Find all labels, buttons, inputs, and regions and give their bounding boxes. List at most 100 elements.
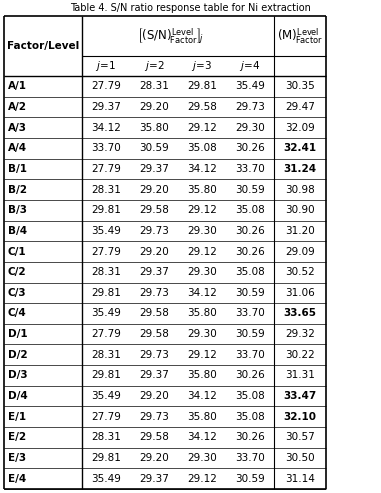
Text: 35.08: 35.08 xyxy=(235,205,265,215)
Text: 30.98: 30.98 xyxy=(285,184,315,195)
Text: B/2: B/2 xyxy=(8,184,27,195)
Text: 33.65: 33.65 xyxy=(283,309,317,318)
Text: 31.20: 31.20 xyxy=(285,226,315,236)
Text: $j\!=\!3$: $j\!=\!3$ xyxy=(191,59,213,73)
Text: 30.90: 30.90 xyxy=(285,205,315,215)
Text: 30.26: 30.26 xyxy=(235,226,265,236)
Text: 29.30: 29.30 xyxy=(187,453,217,463)
Text: C/2: C/2 xyxy=(8,267,27,277)
Text: 33.70: 33.70 xyxy=(235,309,265,318)
Text: 29.73: 29.73 xyxy=(139,412,169,422)
Text: C/3: C/3 xyxy=(8,288,27,298)
Text: 32.41: 32.41 xyxy=(283,143,317,153)
Text: 28.31: 28.31 xyxy=(91,184,121,195)
Text: 31.14: 31.14 xyxy=(285,474,315,484)
Text: 33.70: 33.70 xyxy=(91,143,121,153)
Text: 30.26: 30.26 xyxy=(235,246,265,256)
Text: 30.26: 30.26 xyxy=(235,370,265,381)
Text: 32.10: 32.10 xyxy=(283,412,317,422)
Text: 34.12: 34.12 xyxy=(187,432,217,442)
Text: 28.31: 28.31 xyxy=(91,350,121,360)
Text: B/4: B/4 xyxy=(8,226,27,236)
Text: 29.37: 29.37 xyxy=(139,370,169,381)
Text: $\left(\mathrm{M}\right)_{\!\mathrm{Factor}}^{\mathrm{Level}}$: $\left(\mathrm{M}\right)_{\!\mathrm{Fact… xyxy=(277,26,323,46)
Text: 33.70: 33.70 xyxy=(235,350,265,360)
Text: 29.20: 29.20 xyxy=(139,246,169,256)
Text: 33.47: 33.47 xyxy=(283,391,317,401)
Text: 27.79: 27.79 xyxy=(91,412,121,422)
Text: A/1: A/1 xyxy=(8,81,27,91)
Text: C/4: C/4 xyxy=(8,309,27,318)
Text: 33.70: 33.70 xyxy=(235,164,265,174)
Text: 33.70: 33.70 xyxy=(235,453,265,463)
Text: D/3: D/3 xyxy=(8,370,28,381)
Text: E/1: E/1 xyxy=(8,412,26,422)
Text: 29.73: 29.73 xyxy=(235,102,265,112)
Text: E/4: E/4 xyxy=(8,474,26,484)
Text: Table 4. S/N ratio response table for Ni extraction: Table 4. S/N ratio response table for Ni… xyxy=(70,3,311,13)
Text: 29.58: 29.58 xyxy=(139,309,169,318)
Text: C/1: C/1 xyxy=(8,246,27,256)
Text: 29.58: 29.58 xyxy=(139,432,169,442)
Text: 29.12: 29.12 xyxy=(187,350,217,360)
Text: 29.73: 29.73 xyxy=(139,288,169,298)
Text: 29.20: 29.20 xyxy=(139,391,169,401)
Text: 27.79: 27.79 xyxy=(91,81,121,91)
Text: 30.35: 30.35 xyxy=(285,81,315,91)
Text: 29.58: 29.58 xyxy=(139,205,169,215)
Text: 27.79: 27.79 xyxy=(91,164,121,174)
Text: 29.81: 29.81 xyxy=(91,205,121,215)
Text: 35.80: 35.80 xyxy=(187,412,217,422)
Text: 29.32: 29.32 xyxy=(285,329,315,339)
Text: 29.37: 29.37 xyxy=(91,102,121,112)
Text: 29.30: 29.30 xyxy=(187,267,217,277)
Text: 29.47: 29.47 xyxy=(285,102,315,112)
Text: 34.12: 34.12 xyxy=(91,123,121,133)
Text: D/1: D/1 xyxy=(8,329,28,339)
Text: 29.58: 29.58 xyxy=(187,102,217,112)
Text: 35.08: 35.08 xyxy=(235,412,265,422)
Text: 29.20: 29.20 xyxy=(139,453,169,463)
Text: 35.08: 35.08 xyxy=(235,267,265,277)
Text: 29.12: 29.12 xyxy=(187,474,217,484)
Text: 28.31: 28.31 xyxy=(139,81,169,91)
Text: 32.09: 32.09 xyxy=(285,123,315,133)
Text: $j\!=\!1$: $j\!=\!1$ xyxy=(96,59,117,73)
Text: A/4: A/4 xyxy=(8,143,27,153)
Text: D/2: D/2 xyxy=(8,350,28,360)
Text: 30.52: 30.52 xyxy=(285,267,315,277)
Text: 29.30: 29.30 xyxy=(187,329,217,339)
Text: A/2: A/2 xyxy=(8,102,27,112)
Text: 29.12: 29.12 xyxy=(187,123,217,133)
Text: 35.49: 35.49 xyxy=(91,474,121,484)
Text: D/4: D/4 xyxy=(8,391,28,401)
Text: 35.49: 35.49 xyxy=(235,81,265,91)
Text: 29.81: 29.81 xyxy=(91,370,121,381)
Text: 28.31: 28.31 xyxy=(91,432,121,442)
Text: 29.37: 29.37 xyxy=(139,164,169,174)
Text: 35.08: 35.08 xyxy=(235,391,265,401)
Text: B/1: B/1 xyxy=(8,164,27,174)
Text: 31.24: 31.24 xyxy=(283,164,317,174)
Text: 31.06: 31.06 xyxy=(285,288,315,298)
Text: 35.80: 35.80 xyxy=(187,309,217,318)
Text: 34.12: 34.12 xyxy=(187,288,217,298)
Text: 35.49: 35.49 xyxy=(91,226,121,236)
Text: 31.31: 31.31 xyxy=(285,370,315,381)
Text: E/3: E/3 xyxy=(8,453,26,463)
Text: 30.59: 30.59 xyxy=(235,329,265,339)
Text: 29.58: 29.58 xyxy=(139,329,169,339)
Text: 29.81: 29.81 xyxy=(91,288,121,298)
Text: 35.80: 35.80 xyxy=(139,123,169,133)
Text: 30.26: 30.26 xyxy=(235,432,265,442)
Text: E/2: E/2 xyxy=(8,432,26,442)
Text: 30.26: 30.26 xyxy=(235,143,265,153)
Text: 35.80: 35.80 xyxy=(187,184,217,195)
Text: 29.09: 29.09 xyxy=(285,246,315,256)
Text: B/3: B/3 xyxy=(8,205,27,215)
Text: 29.20: 29.20 xyxy=(139,184,169,195)
Text: 29.37: 29.37 xyxy=(139,474,169,484)
Text: 35.49: 35.49 xyxy=(91,391,121,401)
Text: 30.59: 30.59 xyxy=(235,288,265,298)
Text: 27.79: 27.79 xyxy=(91,246,121,256)
